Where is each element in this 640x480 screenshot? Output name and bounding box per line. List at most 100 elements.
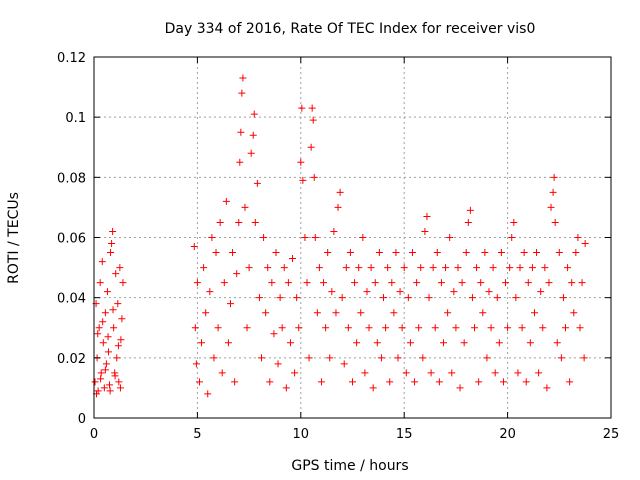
data-point: [97, 375, 105, 383]
data-point: [97, 369, 105, 377]
y-tick-label: 0.02: [57, 352, 86, 367]
data-point: [473, 264, 481, 272]
data-point: [276, 294, 284, 302]
data-point: [291, 369, 299, 377]
data-point: [95, 324, 103, 332]
data-point: [326, 354, 334, 362]
x-tick-label: 25: [603, 427, 620, 442]
data-point: [408, 249, 416, 257]
grid-lines: [94, 57, 611, 418]
data-point: [94, 330, 102, 338]
y-tick-label: 0.12: [57, 51, 86, 66]
data-point: [102, 360, 110, 368]
data-point: [357, 309, 365, 317]
x-tick-label: 10: [293, 427, 310, 442]
data-point: [298, 104, 306, 112]
data-point: [530, 309, 538, 317]
data-point: [247, 149, 255, 157]
data-point: [260, 234, 268, 241]
data-point: [464, 218, 472, 226]
data-point: [541, 264, 549, 272]
data-point: [466, 206, 474, 214]
data-point: [404, 294, 412, 302]
data-point: [224, 339, 232, 347]
data-point: [206, 288, 214, 296]
data-points: [91, 74, 589, 398]
data-point: [386, 378, 394, 386]
data-point: [477, 279, 485, 287]
data-point: [289, 255, 297, 263]
data-point: [458, 279, 466, 287]
data-point: [400, 264, 408, 272]
y-tick-label: 0.08: [57, 171, 86, 186]
data-point: [406, 339, 414, 347]
data-point: [266, 378, 274, 386]
x-tick-labels: 0 5 10 15 20 25: [90, 427, 619, 442]
data-point: [456, 384, 464, 392]
data-point: [526, 339, 534, 347]
data-point: [520, 249, 528, 257]
data-point: [454, 264, 462, 272]
data-point: [106, 381, 114, 389]
data-point: [116, 264, 124, 272]
data-point: [535, 369, 543, 377]
data-point: [524, 279, 532, 287]
data-point: [415, 324, 423, 332]
data-point: [384, 264, 392, 272]
data-point: [433, 249, 441, 257]
data-point: [460, 339, 468, 347]
data-point: [487, 324, 495, 332]
data-point: [107, 249, 115, 257]
y-tick-labels: 0 0.02 0.04 0.06 0.08 0.1 0.12: [57, 51, 86, 427]
data-point: [309, 116, 317, 124]
x-axis-label: GPS time / hours: [291, 458, 408, 474]
data-point: [305, 354, 313, 362]
data-point: [340, 360, 348, 368]
data-point: [315, 264, 323, 272]
data-point: [371, 279, 379, 287]
data-point: [382, 324, 390, 332]
data-point: [572, 249, 580, 257]
data-point: [332, 309, 340, 317]
data-point: [402, 369, 410, 377]
data-point: [543, 384, 551, 392]
data-point: [549, 188, 557, 196]
data-point: [280, 264, 288, 272]
data-point: [491, 369, 499, 377]
data-point: [286, 339, 294, 347]
data-point: [375, 249, 383, 257]
data-point: [98, 258, 106, 266]
data-point: [537, 288, 545, 296]
data-point: [249, 131, 257, 139]
data-point: [334, 203, 342, 211]
data-point: [355, 264, 363, 272]
data-point: [317, 378, 325, 386]
data-point: [322, 324, 330, 332]
data-point: [506, 264, 514, 272]
y-tick-label: 0.1: [65, 111, 86, 126]
data-point: [550, 173, 558, 181]
data-point: [425, 294, 433, 302]
data-point: [328, 288, 336, 296]
data-point: [452, 324, 460, 332]
data-point: [284, 279, 292, 287]
data-point: [361, 369, 369, 377]
data-point: [193, 279, 201, 287]
data-point: [547, 203, 555, 211]
data-point: [413, 279, 421, 287]
data-point: [423, 212, 431, 220]
data-point: [110, 324, 118, 332]
data-point: [353, 339, 361, 347]
data-point: [108, 240, 116, 248]
data-point: [200, 264, 208, 272]
tick-marks: [93, 56, 612, 419]
data-point: [367, 264, 375, 272]
data-point: [250, 110, 258, 118]
data-point: [533, 249, 541, 257]
data-point: [324, 249, 332, 257]
data-point: [231, 378, 239, 386]
data-point: [479, 309, 487, 317]
data-point: [297, 158, 305, 166]
data-point: [214, 324, 222, 332]
data-point: [243, 324, 251, 332]
